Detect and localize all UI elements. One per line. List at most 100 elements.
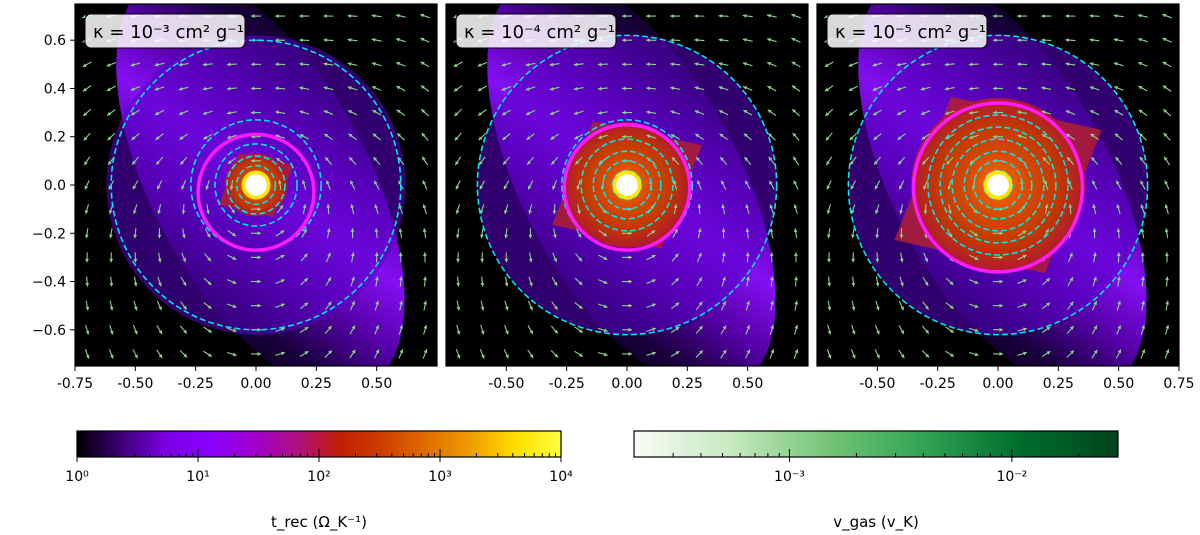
velocity-arrowhead (1017, 134, 1022, 139)
velocity-arrowhead (746, 325, 750, 330)
velocity-arrowhead (851, 258, 856, 263)
velocity-arrowhead (299, 86, 304, 91)
velocity-arrowhead (251, 86, 255, 91)
velocity-arrowhead (718, 38, 723, 42)
velocity-arrowhead (453, 63, 458, 67)
velocity-arrowhead (999, 255, 1003, 260)
velocity-arrowhead (554, 353, 559, 358)
velocity-arrowhead (1140, 228, 1145, 233)
velocity-arrowhead (993, 38, 997, 43)
velocity-arrowhead (1092, 180, 1096, 185)
velocity-arrowhead (622, 62, 626, 67)
velocity-arrowhead (1138, 61, 1143, 66)
panel-label-text: κ = 10⁻³ cm² g⁻¹ (93, 22, 244, 43)
velocity-arrowhead (1022, 279, 1027, 283)
velocity-arrowhead (849, 111, 854, 116)
colorbar-trec-tick-label: 10⁰ (65, 469, 89, 485)
velocity-arrowhead (628, 231, 632, 236)
velocity-arrowhead (477, 87, 482, 91)
velocity-arrowhead (106, 87, 111, 91)
y-tick-label: −0.6 (32, 323, 66, 339)
density-contour (580, 138, 674, 232)
velocity-arrowhead (479, 160, 483, 165)
velocity-arrowhead (826, 210, 831, 214)
velocity-arrowhead (1138, 37, 1142, 42)
velocity-arrowhead (899, 258, 904, 263)
velocity-arrowhead (1164, 252, 1169, 256)
velocity-arrowhead (158, 330, 162, 335)
velocity-arrowhead (1046, 302, 1051, 307)
velocity-arrowhead (455, 210, 460, 214)
velocity-arrowhead (697, 204, 702, 208)
velocity-arrowhead (552, 210, 557, 215)
x-tick-label: 0.25 (1043, 376, 1074, 392)
velocity-arrowhead (851, 282, 856, 287)
velocity-arrowhead (968, 86, 973, 91)
velocity-arrowhead (375, 325, 379, 330)
velocity-arrowhead (698, 252, 702, 257)
velocity-arrowhead (1092, 228, 1097, 232)
velocity-arrowhead (622, 38, 626, 43)
velocity-arrowhead (899, 234, 904, 239)
velocity-arrowhead (202, 86, 207, 91)
velocity-arrowhead (1022, 327, 1027, 332)
velocity-arrowhead (1141, 325, 1146, 329)
velocity-arrowhead (107, 136, 112, 141)
velocity-arrowhead (1023, 351, 1027, 356)
velocity-arrowhead (304, 278, 308, 282)
velocity-arrowhead (1045, 228, 1049, 233)
velocity-arrowhead (924, 281, 929, 286)
velocity-arrowhead (134, 330, 138, 335)
velocity-arrowhead (502, 111, 507, 116)
velocity-arrowhead (399, 349, 404, 354)
velocity-arrowhead (675, 351, 680, 355)
velocity-arrowhead (793, 180, 798, 185)
velocity-arrowhead (670, 110, 675, 114)
x-tick-label: -0.25 (549, 376, 585, 392)
velocity-arrowhead (232, 304, 237, 308)
panel-plot-area (75, 4, 437, 366)
velocity-arrowhead (480, 282, 485, 287)
velocity-arrowhead (158, 306, 162, 311)
velocity-arrowhead (82, 63, 87, 67)
velocity-arrowhead (133, 282, 138, 287)
velocity-arrowhead (949, 305, 954, 309)
velocity-arrowhead (347, 38, 352, 42)
velocity-arrowhead (82, 87, 87, 92)
velocity-arrowhead (478, 136, 483, 141)
velocity-arrowhead (323, 62, 328, 67)
velocity-arrowhead (794, 276, 798, 281)
velocity-arrowhead (1116, 180, 1120, 185)
velocity-arrowhead (675, 278, 679, 282)
velocity-arrowhead (422, 156, 426, 161)
velocity-arrowhead (207, 353, 212, 357)
velocity-arrowhead (328, 350, 332, 355)
velocity-arrowhead (897, 136, 902, 140)
velocity-arrowhead (251, 158, 255, 163)
x-tick-label: 0.25 (301, 376, 332, 392)
velocity-arrowhead (1022, 303, 1027, 307)
velocity-arrowhead (157, 210, 162, 215)
x-tick-label: 0.00 (240, 376, 271, 392)
panel-1: κ = 10⁻³ cm² g⁻¹ -0.75 -0.50 -0.25 0.00 0.25 0… (32, 3, 438, 392)
velocity-arrowhead (921, 135, 926, 140)
velocity-arrowhead (182, 281, 187, 286)
velocity-arrowhead (1092, 204, 1097, 209)
panel-label: κ = 10⁻⁴ cm² g⁻¹ (455, 13, 617, 49)
velocity-arrowhead (628, 255, 632, 260)
velocity-arrowhead (578, 353, 583, 357)
velocity-arrowhead (374, 204, 379, 209)
velocity-arrowhead (924, 258, 928, 263)
velocity-arrowhead (304, 302, 309, 307)
velocity-arrowhead (455, 234, 460, 239)
velocity-arrowhead (923, 210, 928, 215)
velocity-arrowhead (1116, 228, 1121, 233)
panel-label: κ = 10⁻⁵ cm² g⁻¹ (826, 13, 988, 49)
velocity-arrowhead (157, 234, 162, 239)
velocity-arrowhead (578, 281, 583, 285)
velocity-arrowhead (83, 112, 88, 116)
velocity-arrowhead (646, 14, 650, 18)
velocity-arrowhead (876, 354, 880, 359)
planet-disk (616, 174, 638, 196)
velocity-arrowhead (183, 353, 188, 358)
